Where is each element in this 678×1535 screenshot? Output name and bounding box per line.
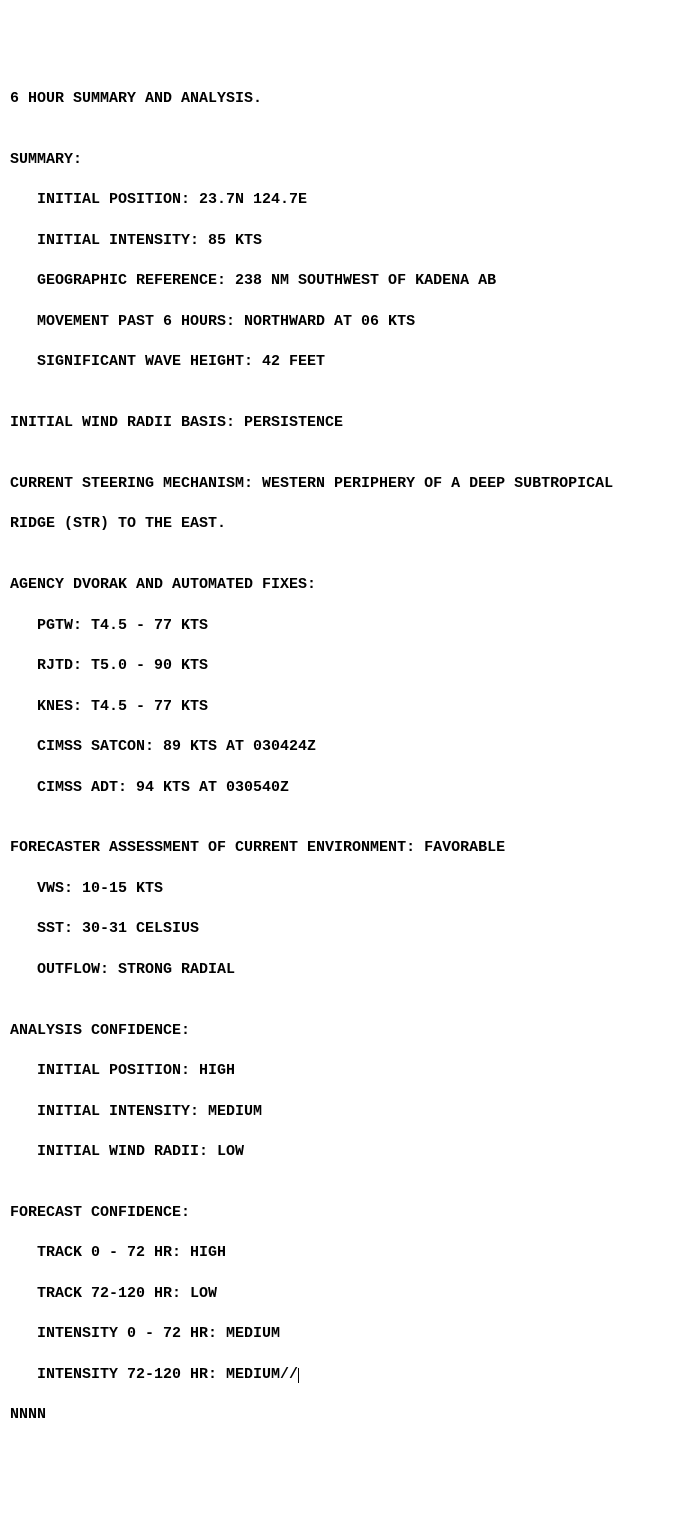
fixes-rjtd: RJTD: T5.0 - 90 KTS xyxy=(10,656,668,676)
forecast-conf-heading: FORECAST CONFIDENCE: xyxy=(10,1203,668,1223)
summary-wave-height: SIGNIFICANT WAVE HEIGHT: 42 FEET xyxy=(10,352,668,372)
text-cursor xyxy=(298,1368,299,1383)
analysis-conf-wind-radii: INITIAL WIND RADII: LOW xyxy=(10,1142,668,1162)
analysis-conf-pos: INITIAL POSITION: HIGH xyxy=(10,1061,668,1081)
fixes-knes: KNES: T4.5 - 77 KTS xyxy=(10,697,668,717)
summary-movement: MOVEMENT PAST 6 HOURS: NORTHWARD AT 06 K… xyxy=(10,312,668,332)
title-line: 6 HOUR SUMMARY AND ANALYSIS. xyxy=(10,89,668,109)
environment-vws: VWS: 10-15 KTS xyxy=(10,879,668,899)
forecast-conf-int-0-72: INTENSITY 0 - 72 HR: MEDIUM xyxy=(10,1324,668,1344)
fixes-pgtw: PGTW: T4.5 - 77 KTS xyxy=(10,616,668,636)
terminator-line: NNNN xyxy=(10,1405,668,1425)
forecast-conf-track-0-72: TRACK 0 - 72 HR: HIGH xyxy=(10,1243,668,1263)
forecast-conf-int-72-120: INTENSITY 72-120 HR: MEDIUM// xyxy=(10,1366,298,1383)
analysis-conf-heading: ANALYSIS CONFIDENCE: xyxy=(10,1021,668,1041)
forecast-conf-int-72-120-wrap: INTENSITY 72-120 HR: MEDIUM// xyxy=(10,1365,668,1385)
summary-initial-intensity: INITIAL INTENSITY: 85 KTS xyxy=(10,231,668,251)
analysis-conf-intensity: INITIAL INTENSITY: MEDIUM xyxy=(10,1102,668,1122)
summary-heading: SUMMARY: xyxy=(10,150,668,170)
fixes-cimss-adt: CIMSS ADT: 94 KTS AT 030540Z xyxy=(10,778,668,798)
wind-radii-basis: INITIAL WIND RADII BASIS: PERSISTENCE xyxy=(10,413,668,433)
summary-geo-ref: GEOGRAPHIC REFERENCE: 238 NM SOUTHWEST O… xyxy=(10,271,668,291)
steering-line-2: RIDGE (STR) TO THE EAST. xyxy=(10,514,668,534)
summary-initial-position: INITIAL POSITION: 23.7N 124.7E xyxy=(10,190,668,210)
environment-heading: FORECASTER ASSESSMENT OF CURRENT ENVIRON… xyxy=(10,838,668,858)
fixes-cimss-satcon: CIMSS SATCON: 89 KTS AT 030424Z xyxy=(10,737,668,757)
forecast-conf-track-72-120: TRACK 72-120 HR: LOW xyxy=(10,1284,668,1304)
fixes-heading: AGENCY DVORAK AND AUTOMATED FIXES: xyxy=(10,575,668,595)
environment-sst: SST: 30-31 CELSIUS xyxy=(10,919,668,939)
environment-outflow: OUTFLOW: STRONG RADIAL xyxy=(10,960,668,980)
steering-line-1: CURRENT STEERING MECHANISM: WESTERN PERI… xyxy=(10,474,668,494)
